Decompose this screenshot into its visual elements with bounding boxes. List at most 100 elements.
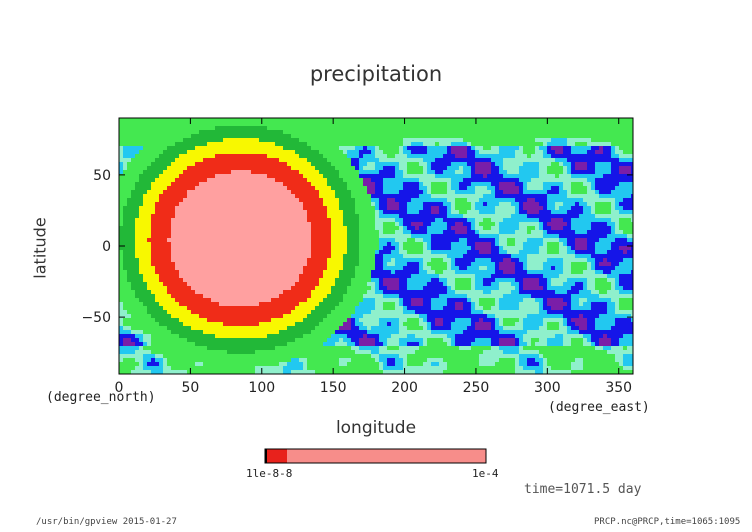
heat-cell <box>239 130 243 134</box>
heat-cell <box>527 234 531 238</box>
heat-cell <box>439 138 443 142</box>
heat-cell <box>283 154 287 158</box>
heat-cell <box>439 270 443 274</box>
heat-cell <box>159 258 163 262</box>
heat-cell <box>539 146 543 150</box>
heat-cell <box>495 238 499 242</box>
heat-cell <box>243 186 247 190</box>
heat-cell <box>491 138 495 142</box>
heat-cell <box>275 190 279 194</box>
heat-cell <box>259 210 263 214</box>
heat-cell <box>607 226 611 230</box>
heat-cell <box>515 158 519 162</box>
heat-cell <box>491 146 495 150</box>
heat-cell <box>483 226 487 230</box>
heat-cell <box>531 250 535 254</box>
heat-cell <box>159 138 163 142</box>
heat-cell <box>499 142 503 146</box>
heat-cell <box>607 150 611 154</box>
heat-cell <box>155 138 159 142</box>
heat-cell <box>611 214 615 218</box>
heat-cell <box>203 266 207 270</box>
heat-cell <box>243 218 247 222</box>
heat-cell <box>415 134 419 138</box>
heat-cell <box>335 270 339 274</box>
heat-cell <box>451 146 455 150</box>
heat-cell <box>175 270 179 274</box>
heat-cell <box>531 182 535 186</box>
heat-cell <box>151 154 155 158</box>
heat-cell <box>311 154 315 158</box>
heat-cell <box>287 198 291 202</box>
heat-cell <box>499 178 503 182</box>
heat-cell <box>419 198 423 202</box>
heat-cell <box>331 258 335 262</box>
heat-cell <box>195 262 199 266</box>
heat-cell <box>471 226 475 230</box>
heat-cell <box>599 250 603 254</box>
heat-cell <box>271 234 275 238</box>
heat-cell <box>263 254 267 258</box>
heat-cell <box>503 186 507 190</box>
heat-cell <box>599 190 603 194</box>
heat-cell <box>287 218 291 222</box>
heat-cell <box>191 158 195 162</box>
heat-cell <box>407 230 411 234</box>
heat-cell <box>507 210 511 214</box>
heat-cell <box>119 198 123 202</box>
heat-cell <box>403 266 407 270</box>
heat-cell <box>447 146 451 150</box>
heat-cell <box>355 246 359 250</box>
heat-cell <box>187 214 191 218</box>
heat-cell <box>543 118 547 122</box>
heat-cell <box>511 190 515 194</box>
heat-cell <box>483 246 487 250</box>
heat-cell <box>527 206 531 210</box>
heat-cell <box>347 142 351 146</box>
heat-cell <box>475 222 479 226</box>
heat-cell <box>399 134 403 138</box>
heat-cell <box>435 190 439 194</box>
heat-cell <box>471 218 475 222</box>
heat-cell <box>475 254 479 258</box>
heat-cell <box>159 262 163 266</box>
heat-cell <box>459 134 463 138</box>
heat-cell <box>443 210 447 214</box>
heat-cell <box>171 130 175 134</box>
heat-cell <box>363 190 367 194</box>
heat-cell <box>367 226 371 230</box>
heat-cell <box>155 246 159 250</box>
heat-cell <box>275 118 279 122</box>
heat-cell <box>135 214 139 218</box>
heat-cell <box>139 254 143 258</box>
heat-cell <box>627 158 631 162</box>
heat-cell <box>623 122 627 126</box>
heat-cell <box>539 230 543 234</box>
heat-cell <box>147 234 151 238</box>
heat-cell <box>499 250 503 254</box>
heat-cell <box>583 182 587 186</box>
heat-cell <box>471 138 475 142</box>
heat-cell <box>559 230 563 234</box>
heat-cell <box>299 202 303 206</box>
heat-cell <box>607 130 611 134</box>
heat-cell <box>291 222 295 226</box>
heat-cell <box>403 242 407 246</box>
heat-cell <box>335 166 339 170</box>
heat-cell <box>487 138 491 142</box>
heat-cell <box>455 226 459 230</box>
heat-cell <box>559 246 563 250</box>
heat-cell <box>395 254 399 258</box>
heat-cell <box>187 266 191 270</box>
heat-cell <box>143 122 147 126</box>
heat-cell <box>311 142 315 146</box>
heat-cell <box>255 162 259 166</box>
heat-cell <box>379 202 383 206</box>
heat-cell <box>583 262 587 266</box>
heat-cell <box>211 138 215 142</box>
heat-cell <box>435 162 439 166</box>
heat-cell <box>187 210 191 214</box>
heat-cell <box>451 266 455 270</box>
heat-cell <box>527 170 531 174</box>
heat-cell <box>567 186 571 190</box>
